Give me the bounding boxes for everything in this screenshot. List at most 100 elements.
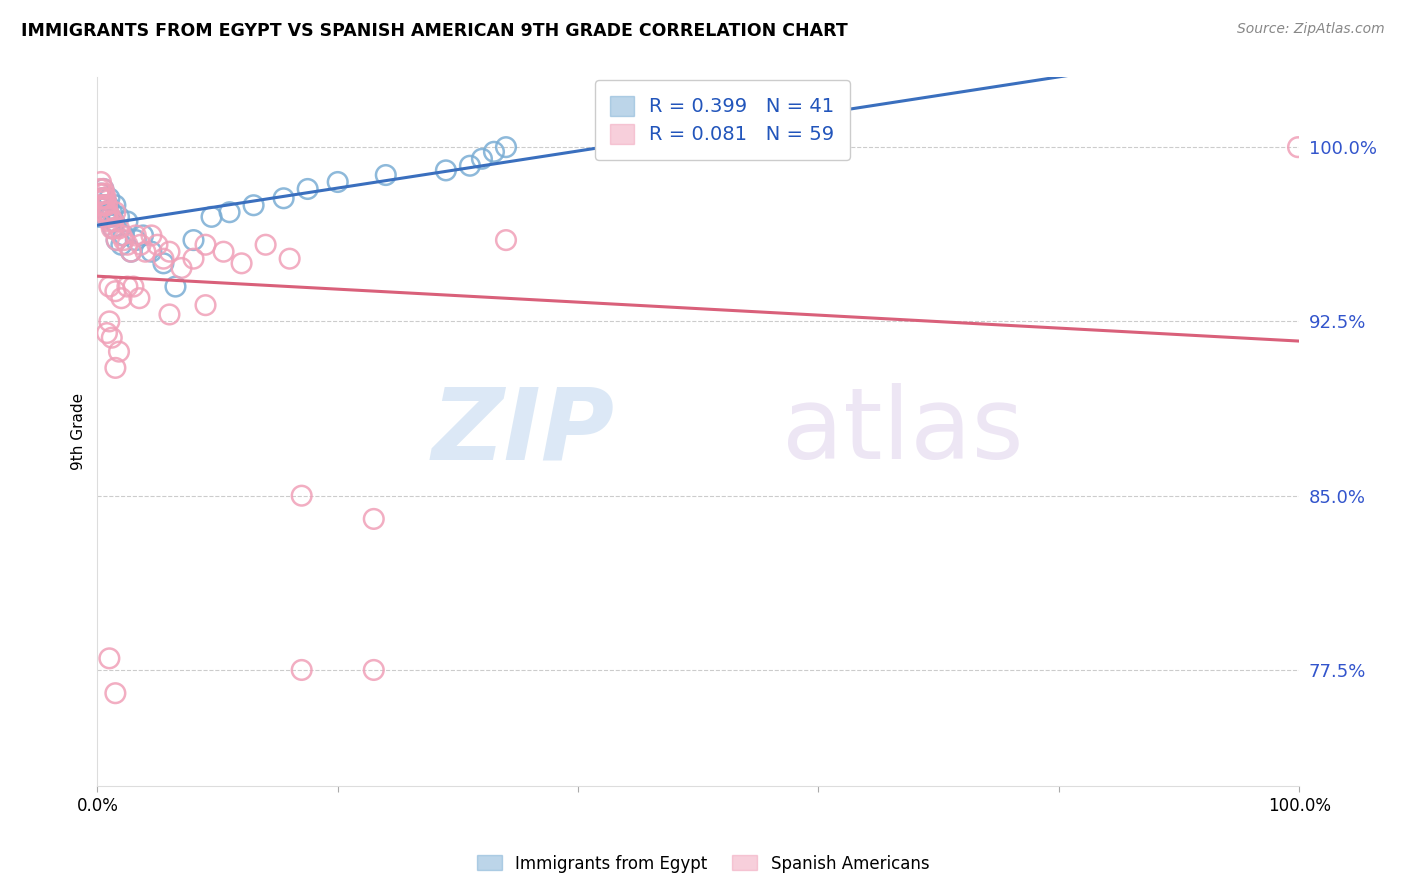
Point <box>108 344 131 359</box>
Point <box>242 198 264 212</box>
Point <box>98 214 121 228</box>
Point <box>120 244 142 259</box>
Point <box>97 198 120 212</box>
Point <box>98 191 121 205</box>
Point <box>105 233 128 247</box>
Point <box>122 279 145 293</box>
Point <box>194 298 217 312</box>
Point <box>170 260 193 275</box>
Point <box>98 314 121 328</box>
Point <box>218 205 240 219</box>
Point <box>495 233 517 247</box>
Point <box>103 214 125 228</box>
Point <box>98 279 121 293</box>
Text: atlas: atlas <box>782 384 1024 480</box>
Point <box>93 186 115 201</box>
Point <box>108 221 131 235</box>
Point <box>291 489 314 503</box>
Point <box>141 228 163 243</box>
Point <box>91 186 114 201</box>
Point <box>495 140 517 154</box>
Point <box>100 210 122 224</box>
Point <box>141 244 163 259</box>
Point <box>134 244 156 259</box>
Point <box>87 186 110 201</box>
Point <box>93 191 115 205</box>
Point <box>96 205 118 219</box>
Point <box>120 244 142 259</box>
Point <box>363 512 385 526</box>
Point <box>125 233 148 247</box>
Point <box>97 205 120 219</box>
Point <box>89 205 111 219</box>
Point <box>273 191 295 205</box>
Point <box>132 228 155 243</box>
Point <box>110 228 132 243</box>
Text: ZIP: ZIP <box>432 384 614 480</box>
Point <box>91 198 114 212</box>
Point <box>100 210 122 224</box>
Point <box>200 210 222 224</box>
Text: IMMIGRANTS FROM EGYPT VS SPANISH AMERICAN 9TH GRADE CORRELATION CHART: IMMIGRANTS FROM EGYPT VS SPANISH AMERICA… <box>21 22 848 40</box>
Point <box>101 214 124 228</box>
Point <box>482 145 505 159</box>
Point <box>117 279 139 293</box>
Point <box>183 252 205 266</box>
Point <box>89 182 111 196</box>
Point <box>374 168 396 182</box>
Point <box>434 163 457 178</box>
Point <box>90 191 112 205</box>
Y-axis label: 9th Grade: 9th Grade <box>72 393 86 470</box>
Point <box>278 252 301 266</box>
Point <box>104 686 127 700</box>
Point <box>458 159 481 173</box>
Point <box>165 279 187 293</box>
Legend: R = 0.399   N = 41, R = 0.081   N = 59: R = 0.399 N = 41, R = 0.081 N = 59 <box>595 80 849 160</box>
Point <box>297 182 319 196</box>
Point <box>291 663 314 677</box>
Point <box>110 291 132 305</box>
Point <box>90 186 112 201</box>
Legend: Immigrants from Egypt, Spanish Americans: Immigrants from Egypt, Spanish Americans <box>470 848 936 880</box>
Point <box>87 210 110 224</box>
Point <box>326 175 349 189</box>
Point <box>93 198 115 212</box>
Point <box>254 237 277 252</box>
Point <box>129 237 152 252</box>
Text: Source: ZipAtlas.com: Source: ZipAtlas.com <box>1237 22 1385 37</box>
Point <box>117 214 139 228</box>
Point <box>89 198 111 212</box>
Point <box>94 205 117 219</box>
Point <box>104 360 127 375</box>
Point <box>159 244 181 259</box>
Point <box>93 191 115 205</box>
Point <box>104 198 127 212</box>
Point <box>152 256 174 270</box>
Point <box>103 221 125 235</box>
Point <box>183 233 205 247</box>
Point <box>90 175 112 189</box>
Point <box>110 237 132 252</box>
Point <box>96 210 118 224</box>
Point <box>96 198 118 212</box>
Point <box>105 233 128 247</box>
Point <box>100 221 122 235</box>
Point <box>125 228 148 243</box>
Point <box>101 221 124 235</box>
Point <box>96 326 118 340</box>
Point <box>212 244 235 259</box>
Point <box>100 331 122 345</box>
Point <box>94 191 117 205</box>
Point <box>231 256 253 270</box>
Point <box>93 182 115 196</box>
Point <box>100 205 122 219</box>
Point <box>152 252 174 266</box>
Point <box>91 191 114 205</box>
Point <box>112 228 135 243</box>
Point <box>112 233 135 247</box>
Point <box>159 308 181 322</box>
Point <box>90 198 112 212</box>
Point <box>104 284 127 298</box>
Point <box>471 152 494 166</box>
Point <box>108 210 131 224</box>
